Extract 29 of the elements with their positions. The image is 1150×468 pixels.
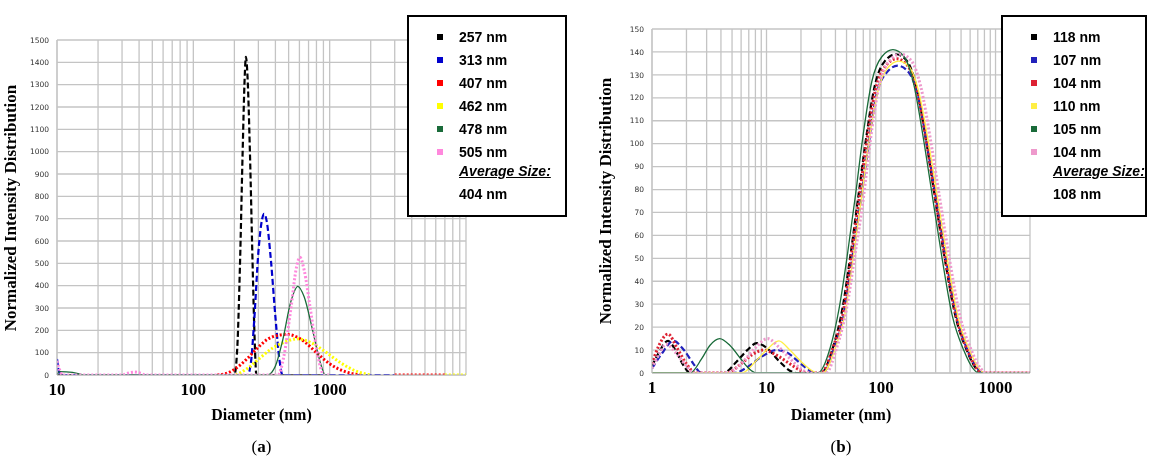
legend-label: 257 nm — [459, 28, 508, 45]
legend-label: 478 nm — [459, 120, 508, 137]
legend-label: 462 nm — [459, 97, 508, 114]
x-axis-title: Diameter (nm) — [210, 406, 313, 424]
x-tick-label: 1000 — [312, 380, 347, 400]
legend-label: 107 nm — [1053, 51, 1102, 68]
text: 108 nm — [1053, 186, 1103, 204]
x-tick-label: 1 — [647, 378, 657, 398]
x-tick-label: 1000 — [978, 378, 1013, 398]
legend-label: 104 nm — [1053, 143, 1102, 160]
x-tick-label: 100 — [868, 378, 894, 398]
text: (a) — [251, 437, 272, 456]
legend-label: 407 nm — [459, 74, 508, 91]
legend-label: 505 nm — [459, 143, 508, 160]
y-axis-title: Normalized Intensity Distribution — [1, 84, 21, 331]
text: (b) — [830, 437, 852, 456]
annotation: 404 nm — [459, 186, 509, 204]
legend-label: 313 nm — [459, 51, 508, 68]
legend-label: 105 nm — [1053, 120, 1102, 137]
x-tick-label: 10 — [758, 378, 776, 398]
text: Average Size: — [1053, 163, 1145, 181]
x-tick-label: 100 — [180, 380, 207, 400]
x-axis-title: Diameter (nm) — [789, 406, 893, 424]
y-axis-title: Normalized Intensity Distribution — [596, 77, 616, 325]
legend-label: 110 nm — [1053, 97, 1101, 114]
legend-label: 104 nm — [1053, 74, 1102, 91]
x-tick-label: 10 — [48, 380, 66, 400]
legend-label: 118 nm — [1053, 28, 1101, 45]
annotation: Average Size: — [459, 163, 552, 181]
